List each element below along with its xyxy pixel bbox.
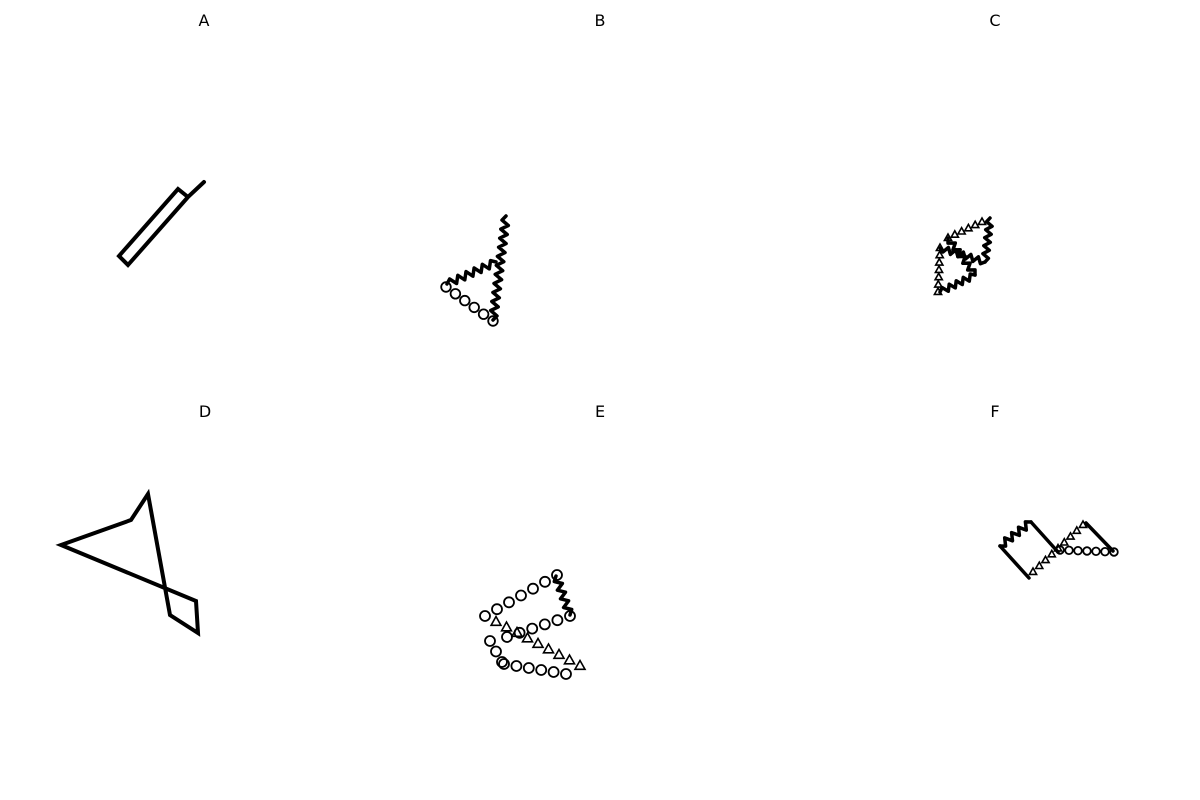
zigzag-segment [981, 216, 994, 264]
panel-b-label: B [595, 11, 606, 30]
circle-marker [498, 658, 510, 670]
circle-marker [526, 622, 539, 635]
panel-e-shape [479, 569, 587, 680]
circle-marker [490, 645, 502, 658]
circle-marker [510, 660, 523, 672]
solid-segment [1029, 520, 1060, 554]
triangle-marker [563, 653, 576, 665]
circle-marker [551, 569, 563, 581]
triangle-marker [531, 636, 545, 649]
zigzag-segment [998, 520, 1033, 548]
zigzag-segment [938, 272, 977, 294]
circle-marker [1091, 546, 1101, 556]
circle-marker [496, 656, 508, 668]
triangle-marker [949, 229, 960, 238]
circle-marker [527, 582, 539, 595]
triangle-marker [573, 658, 587, 671]
circle-marker [491, 603, 503, 616]
circle-marker [564, 610, 576, 622]
circle-marker [459, 294, 471, 307]
triangle-marker [1065, 531, 1076, 540]
circle-marker [1100, 547, 1110, 557]
circle-marker [468, 301, 480, 314]
circle-marker [515, 589, 527, 602]
solid-segment [998, 544, 1031, 580]
circle-marker [479, 610, 491, 622]
panel-b-shape [440, 214, 511, 327]
panel-f: F [990, 402, 1119, 580]
panel-a: A [116, 11, 210, 268]
circle-marker [440, 281, 452, 293]
zigzag-segment [445, 258, 498, 286]
panel-e: E [479, 402, 605, 680]
triangle-marker [552, 647, 566, 660]
circle-marker [1082, 546, 1092, 556]
zigzag-segment [488, 214, 511, 322]
triangle-marker [500, 620, 513, 632]
triangle-marker [934, 249, 945, 259]
zigzag-segment [552, 574, 574, 617]
triangle-marker [934, 257, 945, 266]
circle-marker [484, 635, 496, 647]
circle-marker [477, 308, 490, 320]
panel-a-label: A [199, 11, 210, 30]
circle-marker [1073, 546, 1083, 556]
circle-marker [449, 288, 462, 300]
circle-marker [487, 315, 499, 327]
triangle-marker [970, 219, 981, 229]
panel-d: D [55, 402, 211, 637]
circle-marker [503, 596, 515, 609]
panel-d-label: D [199, 402, 211, 421]
triangle-marker [943, 232, 953, 242]
triangle-marker [1034, 560, 1045, 570]
circle-marker [547, 666, 560, 678]
panel-f-label: F [990, 402, 999, 421]
panel-f-shape [998, 519, 1119, 580]
circle-marker [539, 575, 551, 588]
panel-c: C [933, 11, 1001, 296]
circle-marker [1064, 545, 1074, 555]
triangle-marker [1059, 536, 1070, 546]
zigzag-segment [946, 236, 977, 277]
triangle-marker [933, 279, 944, 288]
triangle-marker [963, 222, 974, 232]
triangle-marker [1028, 566, 1038, 576]
panel-c-shape [933, 216, 994, 296]
triangle-marker [934, 264, 944, 274]
panel-c-label: C [989, 11, 1000, 30]
circle-marker [560, 668, 572, 680]
triangle-marker [542, 642, 555, 654]
circle-marker [1109, 547, 1119, 557]
triangle-marker [510, 625, 524, 638]
panel-d-shape [55, 488, 201, 637]
panel-b: B [440, 11, 606, 327]
zigzag-segment [938, 245, 987, 266]
triangle-marker [521, 631, 534, 643]
circle-marker [551, 614, 564, 627]
panel-e-label: E [595, 402, 605, 421]
circle-marker [538, 618, 551, 631]
circle-marker [535, 664, 548, 676]
triangle-marker [1046, 548, 1057, 558]
circle-marker [1055, 545, 1065, 555]
triangle-marker [977, 216, 987, 226]
triangle-marker [933, 286, 943, 296]
panel-a-shape [116, 180, 206, 268]
triangle-marker [956, 225, 967, 235]
circle-marker [501, 631, 513, 643]
triangle-marker [933, 271, 944, 281]
triangle-marker [1071, 525, 1082, 535]
solid-segment [1084, 521, 1115, 553]
triangle-marker [489, 614, 503, 627]
triangle-marker [1040, 554, 1051, 564]
circle-marker [522, 662, 535, 674]
